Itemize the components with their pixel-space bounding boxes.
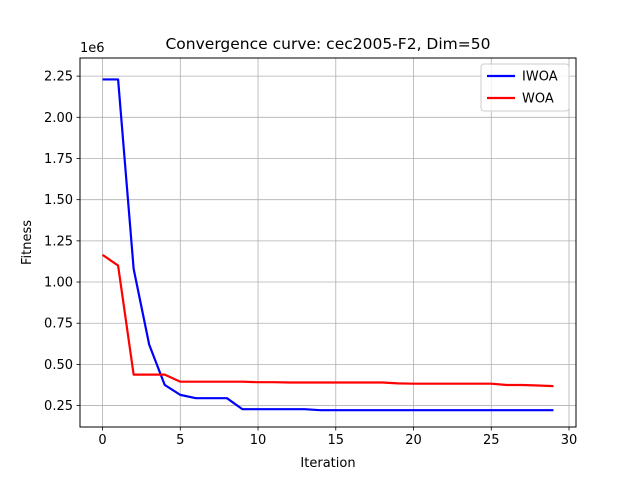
x-tick-label: 10 — [250, 433, 267, 448]
y-tick-label: 0.25 — [44, 399, 73, 414]
x-tick-label: 30 — [561, 433, 578, 448]
y-axis-label: Fitness — [20, 220, 35, 265]
x-axis-label: Iteration — [300, 456, 355, 471]
x-tick-label: 5 — [176, 433, 184, 448]
chart-title: Convergence curve: cec2005-F2, Dim=50 — [165, 35, 490, 53]
y-offset-label: 1e6 — [80, 41, 105, 56]
legend-label-iwoa: IWOA — [522, 70, 558, 85]
series-line-iwoa — [102, 78, 554, 412]
y-tick-label: 0.50 — [44, 358, 73, 373]
series-line-woa — [101, 253, 554, 388]
y-tick-label: 0.75 — [44, 317, 73, 332]
y-tick-label: 1.00 — [44, 276, 73, 291]
x-tick-label: 15 — [328, 433, 345, 448]
axis-ticks: 0 5 10 15 20 25 30 0.25 0.50 0.75 1.00 1.25 1.50 1.75… — [44, 70, 577, 448]
x-tick-label: 0 — [98, 433, 106, 448]
y-tick-label: 1.25 — [44, 234, 73, 249]
x-tick-label: 25 — [483, 433, 500, 448]
y-tick-label: 2.00 — [44, 111, 73, 126]
legend: IWOA WOA — [480, 63, 570, 112]
y-tick-label: 1.50 — [44, 193, 73, 208]
y-tick-label: 2.25 — [44, 70, 73, 85]
grid — [80, 58, 576, 427]
x-tick-label: 20 — [405, 433, 422, 448]
series-lines — [101, 78, 554, 412]
y-tick-label: 1.75 — [44, 152, 73, 167]
plot-frame — [79, 57, 577, 428]
legend-label-woa: WOA — [522, 92, 554, 107]
